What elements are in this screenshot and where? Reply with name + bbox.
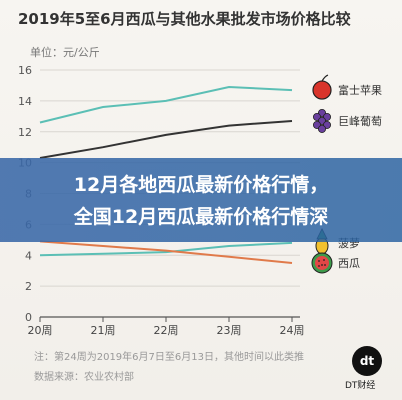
grape (317, 124, 326, 133)
series-lines (39, 85, 293, 264)
watermelon-seed (324, 264, 326, 266)
y-tick-label: 2 (25, 280, 32, 293)
watermelon-seed (318, 260, 320, 262)
series-line (39, 85, 293, 124)
source-note: 数据来源：农业农村部 (34, 372, 134, 383)
apple-stem (321, 74, 329, 82)
x-tick-labels: 20周 21周 22周 23周 24周 (28, 317, 305, 337)
x-tick-label: 24周 (280, 324, 305, 337)
apple-body (312, 80, 332, 100)
watermelon-icon (311, 252, 333, 274)
watermelon-seed (321, 264, 323, 266)
fruit-icons (311, 74, 333, 274)
series-line (39, 241, 293, 257)
series-line (39, 240, 293, 264)
y-tick-label: 16 (18, 64, 32, 77)
y-tick-label: 12 (18, 126, 32, 139)
x-tick-label: 20周 (28, 324, 53, 337)
watermelon-seed (323, 259, 325, 261)
watermelon-seed (318, 265, 320, 267)
series-label: 巨峰葡萄 (338, 115, 382, 128)
dt-logo: dt (352, 346, 382, 376)
grape-icon (312, 108, 331, 133)
chart-title: 2019年5至6月西瓜与其他水果批发市场价格比较 (18, 10, 351, 28)
watermelon-flesh (315, 255, 329, 270)
apple-icon (312, 74, 332, 100)
y-tick-label: 4 (25, 249, 32, 262)
headline-line-1: 12月各地西瓜最新价格行情， (73, 174, 329, 196)
footnote: 注：第24周为2019年6月7日至6月13日，其他时间以此类推 (34, 352, 304, 363)
x-tick-label: 23周 (217, 324, 242, 337)
y-axis-unit: 单位：元/公斤 (30, 46, 100, 59)
series-label: 西瓜 (338, 257, 360, 270)
y-tick-label: 0 (25, 311, 32, 324)
series-label: 富士苹果 (338, 83, 382, 97)
y-tick-label: 14 (18, 95, 32, 108)
dt-logo-text: DT财经 (345, 381, 376, 391)
headline-line-2: 全国12月西瓜最新价格行情深 (73, 206, 329, 228)
x-tick-label: 22周 (154, 324, 179, 337)
x-tick-label: 21周 (91, 324, 116, 337)
headline-banner: 12月各地西瓜最新价格行情， 全国12月西瓜最新价格行情深 (0, 158, 402, 242)
series-line (39, 119, 293, 159)
